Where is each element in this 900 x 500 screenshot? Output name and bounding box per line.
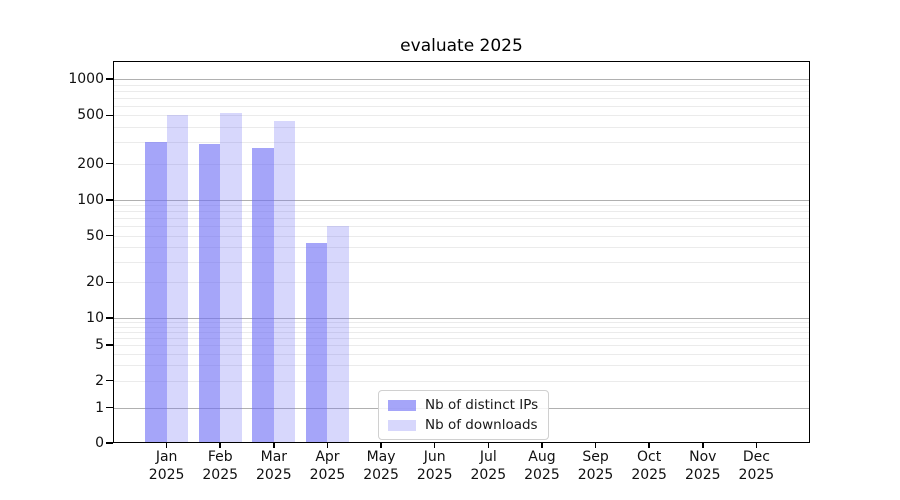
y-tick-mark bbox=[106, 199, 113, 201]
major-gridline bbox=[113, 79, 810, 80]
bar-downloads bbox=[273, 120, 296, 443]
plot-area: Nb of distinct IPs Nb of downloads bbox=[113, 61, 810, 443]
legend-entry-distinct-ips: Nb of distinct IPs bbox=[388, 397, 538, 413]
minor-gridline bbox=[113, 142, 810, 144]
minor-gridline bbox=[113, 331, 810, 333]
y-tick-label: 500 bbox=[77, 107, 104, 124]
x-tick-mark bbox=[487, 443, 490, 448]
y-tick-label: 100 bbox=[77, 192, 104, 208]
x-tick-label: Feb 2025 bbox=[202, 449, 239, 483]
x-tick-mark bbox=[165, 443, 168, 448]
y-tick-label: 20 bbox=[86, 274, 104, 291]
y-tick-mark bbox=[106, 234, 113, 237]
x-tick-label: May 2025 bbox=[363, 449, 399, 483]
minor-gridline bbox=[113, 364, 810, 366]
x-tick-mark bbox=[433, 443, 436, 448]
y-tick-label: 1000 bbox=[68, 71, 104, 87]
chart-title: evaluate 2025 bbox=[400, 36, 523, 56]
minor-gridline bbox=[113, 353, 810, 355]
bar-downloads bbox=[327, 226, 350, 443]
y-tick-mark bbox=[106, 162, 113, 165]
x-tick-label: Dec 2025 bbox=[738, 449, 775, 483]
y-tick-mark bbox=[106, 442, 113, 444]
minor-gridline bbox=[113, 337, 810, 339]
minor-gridline bbox=[113, 344, 810, 346]
y-tick-label: 0 bbox=[95, 435, 104, 451]
major-gridline bbox=[113, 200, 810, 201]
bar-downloads bbox=[220, 113, 242, 443]
y-tick-label: 50 bbox=[86, 227, 104, 244]
x-tick-label: Jan 2025 bbox=[148, 449, 185, 483]
minor-gridline bbox=[113, 246, 810, 248]
minor-gridline bbox=[113, 211, 810, 213]
x-tick-mark bbox=[755, 443, 758, 448]
x-tick-label: Aug 2025 bbox=[524, 449, 560, 483]
minor-gridline bbox=[113, 226, 810, 228]
x-tick-label: Mar 2025 bbox=[256, 449, 292, 483]
x-tick-mark bbox=[326, 443, 329, 448]
minor-gridline bbox=[113, 163, 810, 165]
legend-swatch-distinct-ips-icon bbox=[388, 399, 416, 411]
minor-gridline bbox=[113, 105, 810, 107]
y-tick-mark bbox=[106, 281, 113, 284]
bar-downloads bbox=[166, 115, 189, 443]
x-tick-label: Oct 2025 bbox=[631, 449, 667, 483]
x-tick-mark bbox=[219, 443, 222, 448]
minor-gridline bbox=[113, 127, 810, 129]
x-tick-mark bbox=[701, 443, 704, 448]
bar-distinct-ips bbox=[145, 142, 167, 443]
minor-gridline bbox=[113, 235, 810, 237]
legend-label-distinct-ips: Nb of distinct IPs bbox=[425, 397, 539, 413]
x-tick-label: Sep 2025 bbox=[577, 449, 614, 483]
minor-gridline bbox=[113, 282, 810, 284]
x-tick-mark bbox=[594, 443, 597, 448]
y-tick-label: 1 bbox=[95, 399, 104, 416]
x-tick-label: Apr 2025 bbox=[309, 449, 346, 483]
minor-gridline bbox=[113, 380, 810, 382]
bar-distinct-ips bbox=[198, 144, 221, 443]
x-tick-mark bbox=[648, 443, 650, 448]
major-gridline bbox=[113, 318, 810, 319]
y-tick-mark bbox=[106, 406, 113, 409]
x-tick-mark bbox=[273, 443, 275, 448]
y-tick-label: 200 bbox=[77, 155, 104, 172]
x-tick-label: Jul 2025 bbox=[470, 449, 507, 483]
y-tick-mark bbox=[106, 344, 113, 346]
y-tick-mark bbox=[106, 317, 113, 319]
minor-gridline bbox=[113, 90, 810, 92]
legend: Nb of distinct IPs Nb of downloads bbox=[378, 390, 550, 440]
minor-gridline bbox=[113, 218, 810, 220]
minor-gridline bbox=[113, 97, 810, 99]
minor-gridline bbox=[113, 261, 810, 263]
y-tick-label: 2 bbox=[95, 372, 104, 389]
x-tick-label: Jun 2025 bbox=[416, 449, 453, 483]
bar-distinct-ips bbox=[252, 148, 274, 443]
y-tick-label: 10 bbox=[86, 310, 104, 326]
x-tick-mark bbox=[541, 443, 543, 448]
y-tick-mark bbox=[106, 78, 113, 80]
x-tick-label: Nov 2025 bbox=[684, 449, 721, 483]
minor-gridline bbox=[113, 322, 810, 324]
minor-gridline bbox=[113, 115, 810, 117]
minor-gridline bbox=[113, 326, 810, 328]
y-tick-mark bbox=[106, 379, 113, 382]
legend-swatch-downloads-icon bbox=[388, 419, 416, 431]
y-tick-mark bbox=[106, 114, 113, 117]
bar-distinct-ips bbox=[305, 243, 328, 443]
x-tick-mark bbox=[380, 443, 382, 448]
legend-entry-downloads: Nb of downloads bbox=[388, 417, 538, 433]
minor-gridline bbox=[113, 205, 810, 207]
minor-gridline bbox=[113, 84, 810, 86]
y-tick-label: 5 bbox=[95, 336, 104, 353]
legend-label-downloads: Nb of downloads bbox=[425, 417, 538, 433]
